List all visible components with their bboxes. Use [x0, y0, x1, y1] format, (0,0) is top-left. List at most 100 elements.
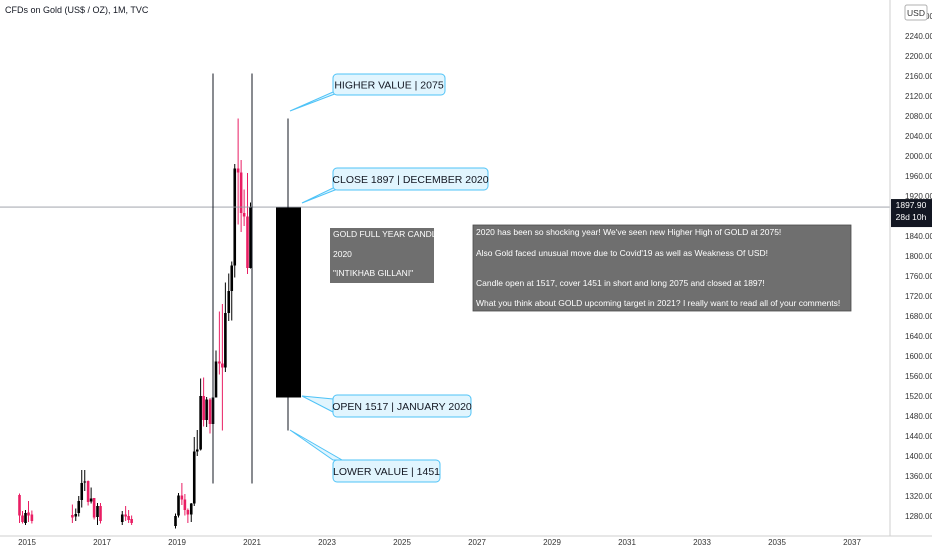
callout-box [332, 73, 446, 96]
x-tick-label: 2015 [18, 538, 36, 547]
candle-info-box[interactable]: GOLD FULL YEAR CANDLE 2020 "INTIKHAB GILLA… [330, 228, 442, 283]
monthly-candles [18, 118, 252, 529]
candle-body-2 [24, 513, 27, 523]
candle-body-6 [74, 514, 78, 517]
current-price-label: 1897.90 [896, 200, 927, 210]
callout-pointer [289, 91, 341, 112]
callout-box [332, 459, 441, 483]
currency-label: USD [907, 8, 925, 18]
candle-body-4 [30, 514, 34, 521]
candle-body-26 [195, 449, 199, 452]
candle-body-3 [27, 512, 30, 516]
y-tick-label: 2160.00 [905, 72, 932, 81]
x-tick-label: 2027 [468, 538, 486, 547]
candle-body-41 [242, 213, 246, 217]
candle-body-19 [174, 516, 177, 526]
candle-body-24 [189, 503, 193, 515]
candle-body-10 [86, 481, 90, 502]
y-tick-label: 1600.00 [905, 352, 932, 361]
candle-info-line-2: 2020 [333, 249, 352, 259]
x-tick-label: 2017 [93, 538, 111, 547]
drawn-lines [0, 73, 890, 484]
candle-body-39 [236, 168, 240, 173]
callout-4[interactable]: LOWER VALUE | 1451 [289, 429, 441, 483]
y-tick-label: 2080.00 [905, 112, 932, 121]
candle-body-14 [99, 506, 102, 521]
candle-body-33 [218, 361, 221, 364]
candle-body-27 [199, 396, 202, 450]
candle-body-23 [186, 510, 190, 515]
y-tick-label: 1800.00 [905, 252, 932, 261]
callout-3[interactable]: OPEN 1517 | JANUARY 2020 [301, 394, 472, 418]
candle-body-16 [124, 514, 127, 517]
callout-pointer [301, 395, 334, 413]
comment-box-bg [472, 224, 852, 312]
candle-body-37 [230, 265, 234, 291]
candle-body-30 [208, 399, 212, 424]
candle-body-18 [130, 519, 133, 523]
y-tick-label: 1400.00 [905, 452, 932, 461]
text-notes[interactable]: GOLD FULL YEAR CANDLE 2020 "INTIKHAB GILLA… [330, 224, 852, 312]
callout-1[interactable]: HIGHER VALUE | 2075 [289, 73, 446, 112]
symbol-header: CFDs on Gold (US$ / OZ), 1M, TVC [5, 5, 149, 15]
currency-badge[interactable]: USD [904, 4, 928, 21]
y-tick-label: 2120.00 [905, 92, 932, 101]
candle-info-line-3: "INTIKHAB GILLANI" [333, 268, 413, 278]
y-tick-label: 2040.00 [905, 132, 932, 141]
y-tick-label: 2200.00 [905, 52, 932, 61]
y-tick-label: 1960.00 [905, 172, 932, 181]
callout-label: LOWER VALUE | 1451 [333, 466, 440, 478]
candle-body-25 [192, 451, 196, 504]
x-tick-label: 2021 [243, 538, 261, 547]
candle-body-34 [221, 363, 224, 368]
callout-pointer [301, 187, 341, 204]
callout-pointer [289, 429, 344, 461]
comment-line-5: What you think about GOLD upcoming targe… [476, 298, 840, 308]
candle-info-line-1: GOLD FULL YEAR CANDLE [333, 229, 442, 239]
comment-box[interactable]: 2020 has been so shocking year! We've se… [472, 224, 852, 312]
candle-body-12 [92, 498, 96, 518]
comment-line-2: Also Gold faced unusual move due to Covi… [476, 248, 768, 258]
y-tick-label: 1560.00 [905, 372, 932, 381]
candle-body-21 [180, 495, 184, 500]
callout-label: HIGHER VALUE | 2075 [334, 80, 443, 92]
price-callouts[interactable]: HIGHER VALUE | 2075 CLOSE 1897 | DECEMBER… [289, 73, 489, 483]
yearly-candle-body[interactable] [276, 207, 301, 398]
candle-body-15 [120, 514, 124, 522]
candle-body-11 [89, 498, 93, 502]
callout-label: CLOSE 1897 | DECEMBER 2020 [332, 174, 488, 186]
yearly-candle-2020[interactable] [276, 118, 301, 431]
y-tick-label: 1680.00 [905, 312, 932, 321]
y-tick-label: 1920.00 [905, 192, 932, 201]
candle-body-20 [177, 495, 180, 516]
y-tick-label: 1640.00 [905, 332, 932, 341]
y-tick-label: 1760.00 [905, 272, 932, 281]
y-tick-label: 1520.00 [905, 392, 932, 401]
candle-body-5 [71, 515, 74, 518]
y-tick-label: 2000.00 [905, 152, 932, 161]
callout-2[interactable]: CLOSE 1897 | DECEMBER 2020 [301, 167, 489, 204]
candle-body-0 [18, 495, 21, 516]
price-axis[interactable]: 2280.002240.002200.002160.002120.002080.… [889, 0, 932, 536]
y-tick-label: 1480.00 [905, 412, 932, 421]
bar-countdown-label: 28d 10h [896, 212, 927, 222]
x-tick-label: 2031 [618, 538, 636, 547]
x-tick-label: 2037 [843, 538, 861, 547]
x-tick-label: 2019 [168, 538, 186, 547]
candle-body-17 [127, 516, 130, 520]
candle-body-8 [80, 483, 84, 500]
candle-body-36 [227, 291, 231, 313]
candle-body-13 [96, 506, 99, 517]
time-axis[interactable]: 2015 2017 2019 2021 2023 2025 2027 2029 2031 2033… [0, 535, 932, 547]
comment-line-4: Candle open at 1517, cover 1451 in short… [476, 278, 765, 288]
y-tick-label: 1280.00 [905, 512, 932, 521]
x-tick-label: 2029 [543, 538, 561, 547]
candle-body-35 [224, 313, 227, 368]
candle-body-7 [77, 501, 81, 513]
candle-body-22 [183, 499, 187, 510]
candle-body-29 [205, 399, 208, 420]
x-tick-label: 2025 [393, 538, 411, 547]
y-tick-label: 1360.00 [905, 472, 932, 481]
x-tick-label: 2023 [318, 538, 336, 547]
